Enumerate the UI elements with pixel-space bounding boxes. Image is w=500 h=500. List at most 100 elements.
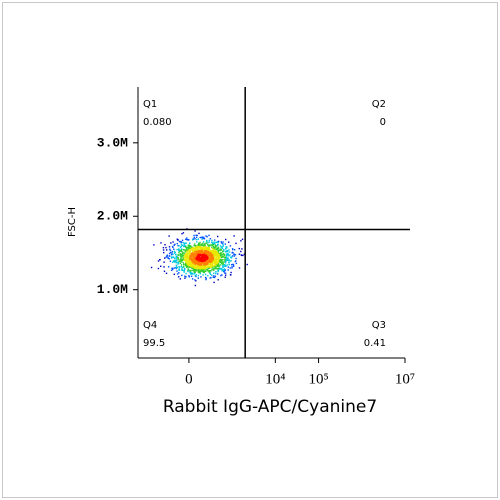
event-dot xyxy=(229,245,232,247)
event-dot xyxy=(232,263,234,266)
event-dot xyxy=(198,271,201,273)
event-dot xyxy=(214,249,216,251)
event-dot xyxy=(186,252,189,254)
event-dot xyxy=(163,251,165,254)
event-dot xyxy=(194,264,197,267)
event-dot xyxy=(187,269,189,271)
event-dot xyxy=(211,257,213,259)
event-dot xyxy=(183,269,186,272)
event-dot xyxy=(194,259,197,261)
event-dot xyxy=(197,251,199,253)
x-tick-label: 10⁷ xyxy=(395,371,415,387)
event-dot xyxy=(185,253,187,255)
event-dot xyxy=(193,271,195,273)
event-dot xyxy=(199,241,201,244)
event-dot xyxy=(227,266,229,268)
event-dot xyxy=(199,244,201,246)
event-dot xyxy=(177,262,180,264)
event-dot xyxy=(202,255,204,258)
event-dot xyxy=(196,234,198,237)
event-dot xyxy=(214,267,216,269)
event-dot xyxy=(170,254,173,256)
event-dot xyxy=(199,248,201,250)
event-dot xyxy=(171,256,173,258)
event-dot xyxy=(186,250,188,252)
event-dot xyxy=(205,247,207,249)
event-dot xyxy=(204,247,207,249)
event-dot xyxy=(194,279,196,281)
event-dot xyxy=(211,263,213,265)
event-dot xyxy=(211,274,213,276)
event-dot xyxy=(222,263,224,265)
event-dot xyxy=(229,267,231,269)
event-dot xyxy=(238,253,241,255)
event-dot xyxy=(184,245,186,247)
event-dot xyxy=(208,263,211,265)
event-dot xyxy=(189,254,191,256)
event-dot xyxy=(210,260,212,262)
event-dot xyxy=(175,262,177,264)
event-dot xyxy=(212,260,214,262)
event-dot xyxy=(179,278,181,280)
event-dot xyxy=(218,252,220,255)
event-dot xyxy=(240,254,242,256)
event-dot xyxy=(228,251,231,253)
event-dot xyxy=(188,245,191,247)
event-dot xyxy=(189,252,191,254)
event-dot xyxy=(179,262,182,264)
event-dot xyxy=(220,258,222,261)
event-dot xyxy=(163,261,165,263)
event-dot xyxy=(217,268,219,270)
event-dot xyxy=(211,247,214,250)
event-dot xyxy=(172,261,174,263)
event-dot xyxy=(166,254,168,257)
event-dot xyxy=(173,273,175,275)
event-dot xyxy=(220,249,223,251)
event-dot xyxy=(185,272,187,275)
event-dot xyxy=(208,239,210,242)
event-dot xyxy=(222,266,224,268)
event-dot xyxy=(197,270,199,272)
event-dot xyxy=(181,241,183,243)
event-dot xyxy=(181,252,184,255)
event-dot xyxy=(191,252,193,254)
event-dot xyxy=(217,269,220,271)
event-dot xyxy=(202,267,204,270)
event-dot xyxy=(224,276,226,278)
event-dot xyxy=(187,239,190,241)
event-dot xyxy=(209,273,212,275)
event-dot xyxy=(220,259,222,262)
event-dot xyxy=(214,247,216,250)
event-dot xyxy=(202,248,204,250)
event-dot xyxy=(220,246,222,249)
event-dot xyxy=(209,257,212,260)
event-dot xyxy=(217,235,219,238)
event-dot xyxy=(172,246,174,249)
event-dot xyxy=(210,253,212,255)
event-dot xyxy=(198,267,200,270)
event-dot xyxy=(187,249,189,251)
event-dot xyxy=(179,246,182,249)
event-dot xyxy=(205,277,207,280)
event-dot xyxy=(227,257,229,259)
event-dot xyxy=(216,265,218,267)
event-dot xyxy=(189,256,191,258)
event-dot xyxy=(174,251,176,254)
event-dot xyxy=(169,249,172,252)
event-dot xyxy=(203,265,205,267)
event-dot xyxy=(192,266,194,268)
event-dot xyxy=(231,264,233,266)
event-dot xyxy=(184,249,187,251)
event-dot xyxy=(217,241,219,244)
event-dot xyxy=(214,256,216,259)
event-dot xyxy=(189,255,191,257)
event-dot xyxy=(213,275,215,277)
event-dot xyxy=(214,264,216,266)
event-dot xyxy=(216,267,218,270)
event-dot xyxy=(224,264,226,266)
event-dot xyxy=(194,245,197,247)
event-dot xyxy=(184,259,186,262)
event-dot xyxy=(179,241,182,243)
event-dot xyxy=(178,245,180,247)
event-dot xyxy=(167,257,169,260)
